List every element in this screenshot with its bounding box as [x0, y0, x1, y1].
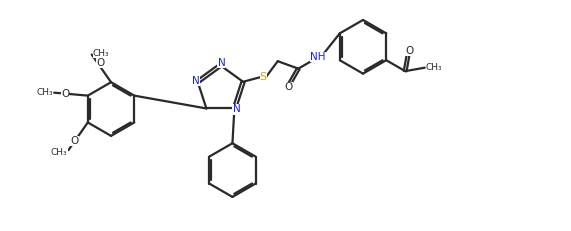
Text: CH₃: CH₃: [37, 88, 53, 97]
Text: O: O: [61, 89, 69, 99]
Text: O: O: [284, 82, 292, 92]
Text: CH₃: CH₃: [51, 148, 67, 157]
Text: NH: NH: [311, 52, 326, 62]
Text: N: N: [218, 58, 226, 68]
Text: CH₃: CH₃: [426, 63, 443, 72]
Text: S: S: [260, 72, 267, 82]
Text: N: N: [232, 104, 240, 114]
Text: CH₃: CH₃: [93, 49, 109, 58]
Text: O: O: [405, 46, 414, 56]
Text: O: O: [70, 136, 78, 146]
Text: N: N: [192, 76, 200, 86]
Text: O: O: [96, 58, 104, 68]
